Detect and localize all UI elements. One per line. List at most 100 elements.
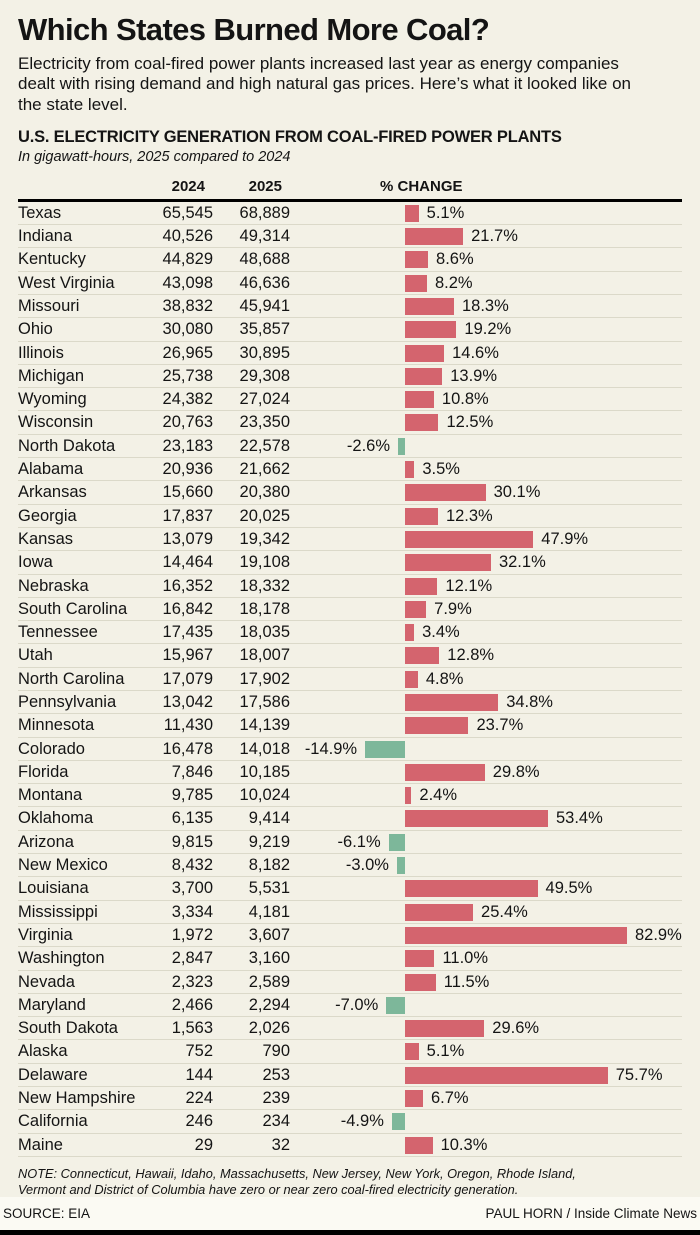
pct-change-label: -14.9% [304, 739, 358, 758]
value-2024: 6,135 [171, 809, 213, 828]
column-header-2024: 2024 [171, 177, 205, 195]
pct-change-label: 5.1% [426, 203, 465, 222]
state-name: Indiana [18, 227, 73, 246]
table-row: Nebraska 16,352 18,332 12.1% [18, 575, 682, 598]
state-name: California [18, 1112, 88, 1131]
table-row: Wyoming 24,382 27,024 10.8% [18, 388, 682, 412]
value-2024: 224 [185, 1089, 213, 1108]
table-row: South Dakota 1,563 2,026 29.6% [18, 1017, 682, 1041]
pct-change-bar [405, 204, 419, 222]
pct-change-cell: 10.3% [290, 1134, 682, 1157]
table-row: Louisiana 3,700 5,531 49.5% [18, 877, 682, 901]
pct-change-cell: 19.2% [290, 318, 682, 341]
pct-change-cell: 4.8% [290, 668, 682, 691]
value-2025: 23,350 [239, 413, 290, 432]
state-name: Alaska [18, 1042, 68, 1061]
pct-change-label: 75.7% [615, 1065, 663, 1084]
value-2024: 2,847 [171, 949, 213, 968]
value-2024: 16,842 [162, 599, 213, 618]
table-row: Tennessee 17,435 18,035 3.4% [18, 621, 682, 645]
pct-change-bar [405, 647, 440, 665]
pct-change-cell: 29.8% [290, 761, 682, 784]
value-2024: 246 [185, 1112, 213, 1131]
credits-bar: SOURCE: EIA PAUL HORN / Inside Climate N… [0, 1197, 700, 1230]
pct-change-bar [405, 926, 627, 944]
value-2025: 20,025 [239, 506, 290, 525]
value-2024: 44,829 [162, 250, 213, 269]
pct-change-label: 29.8% [492, 762, 540, 781]
pct-change-label: 14.6% [452, 343, 499, 362]
value-2025: 46,636 [239, 273, 290, 292]
pct-change-cell: 18.3% [290, 295, 682, 318]
value-2024: 3,334 [171, 902, 213, 921]
value-2024: 3,700 [171, 879, 213, 898]
pct-change-label: 23.7% [476, 716, 524, 735]
pct-change-cell: 29.6% [290, 1017, 682, 1040]
pct-change-label: 82.9% [635, 925, 682, 944]
state-name: West Virginia [18, 273, 115, 292]
pct-change-bar [405, 414, 439, 432]
table-row: Colorado 16,478 14,018 -14.9% [18, 738, 682, 761]
state-name: Washington [18, 949, 105, 968]
pct-change-bar [405, 461, 415, 479]
value-2025: 18,007 [239, 646, 290, 665]
source-credit: SOURCE: EIA [3, 1206, 91, 1221]
pct-change-label: 3.5% [422, 460, 460, 479]
value-2024: 15,660 [162, 483, 213, 502]
pct-change-bar [405, 274, 427, 292]
value-2025: 68,889 [239, 203, 290, 222]
value-2025: 27,024 [239, 390, 290, 409]
value-2024: 30,080 [162, 320, 213, 339]
pct-change-label: 13.9% [450, 366, 498, 385]
state-name: Florida [18, 762, 69, 781]
state-name: North Carolina [18, 669, 125, 688]
pct-change-cell: 75.7% [290, 1064, 682, 1087]
pct-change-bar [405, 554, 491, 572]
table-row: Iowa 14,464 19,108 32.1% [18, 551, 682, 575]
pct-change-bar [405, 903, 474, 921]
bottom-rule [0, 1230, 700, 1235]
pct-change-cell: 53.4% [290, 807, 682, 830]
table-row: Montana 9,785 10,024 2.4% [18, 784, 682, 808]
page-title: Which States Burned More Coal? [18, 12, 490, 47]
pct-change-bar [405, 600, 427, 618]
value-2024: 38,832 [162, 296, 213, 315]
value-2025: 18,178 [239, 599, 290, 618]
pct-change-cell: 8.2% [290, 272, 682, 295]
pct-change-label: 34.8% [506, 692, 553, 711]
column-header-row: 2024 2025 % CHANGE [18, 178, 682, 202]
pct-change-bar [405, 1020, 485, 1038]
table-row: Nevada 2,323 2,589 11.5% [18, 971, 682, 994]
table-row: Washington 2,847 3,160 11.0% [18, 947, 682, 971]
value-2025: 20,380 [239, 483, 290, 502]
pct-change-bar [388, 833, 405, 851]
pct-change-label: -3.0% [345, 856, 389, 875]
state-name: Illinois [18, 343, 64, 362]
pct-change-bar [405, 577, 438, 595]
pct-change-cell: 49.5% [290, 877, 682, 900]
pct-change-bar [405, 693, 499, 711]
chart-subheading: In gigawatt-hours, 2025 compared to 2024 [18, 148, 291, 165]
table-row: West Virginia 43,098 46,636 8.2% [18, 272, 682, 295]
value-2024: 23,183 [162, 436, 213, 455]
value-2025: 30,895 [239, 343, 290, 362]
pct-change-cell: 5.1% [290, 202, 682, 225]
table-row: Texas 65,545 68,889 5.1% [18, 202, 682, 226]
pct-change-bar [405, 973, 436, 991]
table-row: Maine 29 32 10.3% [18, 1134, 682, 1157]
pct-change-bar [396, 857, 405, 875]
value-2025: 253 [262, 1065, 290, 1084]
table-row: Wisconsin 20,763 23,350 12.5% [18, 411, 682, 435]
state-name: South Carolina [18, 599, 128, 618]
table-row: North Dakota 23,183 22,578 -2.6% [18, 435, 682, 459]
table-row: Delaware 144 253 75.7% [18, 1064, 682, 1088]
pct-change-bar [405, 1043, 419, 1061]
pct-change-label: 49.5% [545, 879, 593, 898]
state-name: Mississippi [18, 902, 98, 921]
pct-change-label: 25.4% [481, 902, 528, 921]
value-2025: 49,314 [239, 227, 290, 246]
pct-change-bar [405, 251, 429, 269]
state-name: Oklahoma [18, 809, 94, 828]
value-2024: 43,098 [162, 273, 213, 292]
pct-change-bar [391, 1113, 405, 1131]
